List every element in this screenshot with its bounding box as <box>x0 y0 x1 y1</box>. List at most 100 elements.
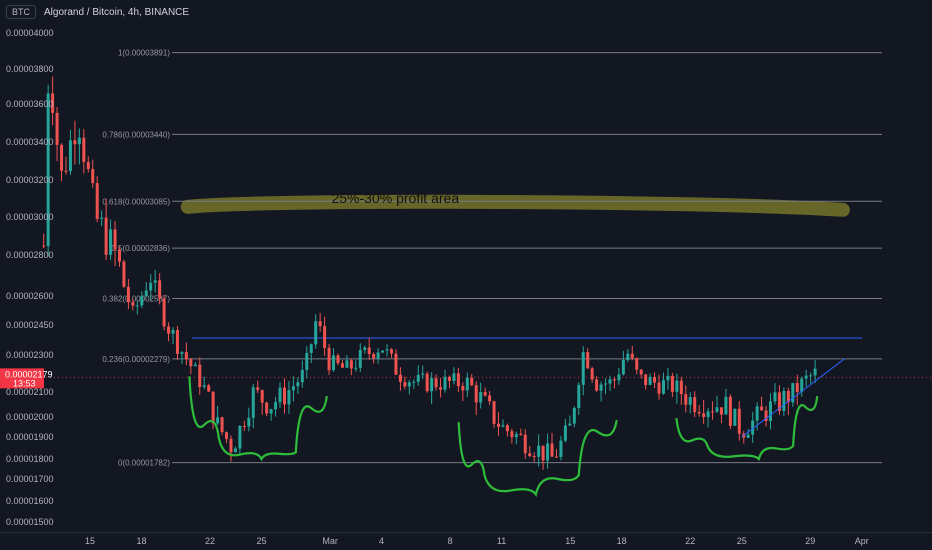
candle-body <box>760 406 764 411</box>
candle-body <box>804 375 808 379</box>
candle-body <box>537 445 541 457</box>
candle-body <box>492 401 496 424</box>
price-axis-tick: 0.00002800 <box>6 250 54 260</box>
candle-body <box>82 137 86 163</box>
time-axis-tick: 25 <box>737 536 747 546</box>
price-axis-tick: 0.00001700 <box>6 474 54 484</box>
candle-body <box>809 375 813 377</box>
price-axis[interactable]: 0.00004000 0.00003800 0.00003600 0.00003400… <box>6 28 54 527</box>
price-axis-tick: 0.00003400 <box>6 137 54 147</box>
candle-body <box>363 347 367 350</box>
candle-body <box>193 364 197 367</box>
candle-body <box>117 249 121 262</box>
candle-body <box>389 349 393 354</box>
candle-body <box>639 369 643 375</box>
candle-body <box>180 352 184 354</box>
cup-arc <box>188 376 328 462</box>
candle-body <box>630 353 634 359</box>
candle-body <box>332 355 336 371</box>
fib-level-label: 1(0.00003891) <box>118 49 170 58</box>
candle-body <box>376 352 380 359</box>
candle-body <box>175 329 179 354</box>
candle-body <box>291 386 295 391</box>
candle-body <box>670 375 674 392</box>
price-axis-tick: 0.00002300 <box>6 350 54 360</box>
current-price-label: 0.00002179 <box>5 369 53 379</box>
candle-body <box>122 261 126 287</box>
time-axis[interactable]: 15 18 22 25 Mar 4 8 11 15 18 22 25 29 Apr <box>85 536 869 546</box>
candle-body <box>626 353 630 360</box>
candle-body <box>715 407 719 412</box>
candle-body <box>657 382 661 394</box>
candle-body <box>728 396 732 426</box>
candle-body <box>791 383 795 403</box>
candle-body <box>189 359 193 367</box>
candle-body <box>795 383 799 392</box>
candle-body <box>711 411 715 413</box>
candle-body <box>184 352 188 360</box>
candle-body <box>546 443 550 461</box>
candle-body <box>265 402 269 414</box>
candle-body <box>144 290 148 297</box>
candle-body <box>162 298 166 327</box>
candle-body <box>278 387 282 403</box>
time-axis-tick: 29 <box>805 536 815 546</box>
candle-body <box>434 378 438 388</box>
price-axis-tick: 0.00001900 <box>6 432 54 442</box>
time-axis-tick: Mar <box>322 536 338 546</box>
candle-body <box>247 417 251 427</box>
candle-body <box>443 376 447 390</box>
candle-body <box>367 347 371 355</box>
cup-arcs <box>188 376 819 498</box>
candle-body <box>773 392 777 402</box>
candle-body <box>318 321 322 327</box>
candlesticks <box>42 76 817 470</box>
chart-title: Algorand / Bitcoin, 4h, BINANCE <box>44 6 190 18</box>
candle-body <box>733 408 737 426</box>
profit-area-highlight <box>180 194 850 217</box>
candle-body <box>786 390 790 403</box>
candle-body <box>679 380 683 395</box>
time-axis-tick: 4 <box>379 536 384 546</box>
candle-body <box>693 397 697 413</box>
price-axis-tick: 0.00001600 <box>6 496 54 506</box>
candle-body <box>327 347 331 371</box>
candle-body <box>586 352 590 369</box>
candle-body <box>385 349 389 351</box>
candle-body <box>746 434 750 438</box>
candle-body <box>216 417 220 424</box>
candle-body <box>336 355 340 364</box>
candle-body <box>131 302 135 306</box>
candle-body <box>595 379 599 391</box>
price-axis-tick: 0.00002450 <box>6 320 54 330</box>
candle-body <box>211 391 215 424</box>
candle-body <box>198 364 202 388</box>
candle-body <box>305 353 309 370</box>
candle-body <box>572 408 576 424</box>
candle-body <box>447 376 451 382</box>
symbol-badge[interactable]: BTC <box>6 5 36 19</box>
price-axis-tick: 0.00003000 <box>6 212 54 222</box>
candle-body <box>100 217 104 219</box>
candle-body <box>287 390 291 405</box>
trendline <box>741 358 845 438</box>
cup-arc <box>675 395 819 462</box>
candle-body <box>684 394 688 405</box>
candle-body <box>95 182 99 219</box>
candle-body <box>323 326 327 348</box>
candle-body <box>577 384 581 409</box>
candle-body <box>653 376 657 383</box>
candle-body <box>666 375 670 381</box>
candle-body <box>456 373 460 387</box>
candle-body <box>55 112 59 145</box>
candle-body <box>497 423 501 427</box>
candle-body <box>541 445 545 461</box>
price-axis-tick: 0.00003600 <box>6 99 54 109</box>
candle-body <box>256 387 260 391</box>
price-axis-tick: 0.00004000 <box>6 28 54 38</box>
time-axis-tick: 11 <box>497 536 506 546</box>
candle-body <box>158 280 162 299</box>
candle-body <box>777 392 781 411</box>
candle-body <box>60 144 64 171</box>
